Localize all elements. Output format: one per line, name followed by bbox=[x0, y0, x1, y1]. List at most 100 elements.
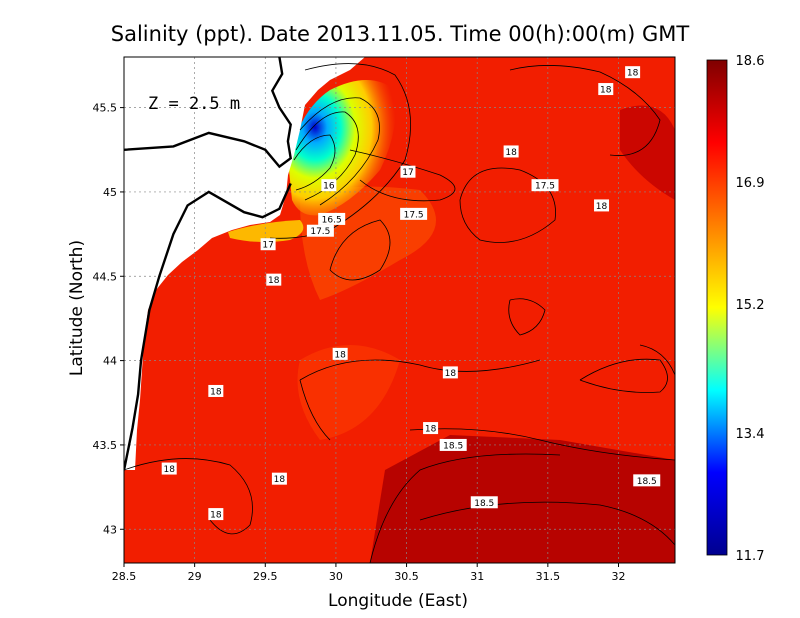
contour-line bbox=[369, 453, 561, 563]
colorbar-tick-label: 11.7 bbox=[736, 549, 765, 564]
coastal-plume bbox=[228, 220, 304, 243]
contour-line bbox=[349, 149, 456, 202]
x-axis-ticks: 28.5 29 29.5 30 30.5 31 31.5 32 bbox=[112, 563, 625, 583]
contour-label-text: 18 bbox=[274, 475, 286, 485]
contour-labels: 18 18 18 17.5 18 17 17.5 16 16.5 17.5 17 18 18 18 18 18… bbox=[161, 66, 661, 521]
contour-label: 18 bbox=[598, 83, 614, 96]
contour-label: 17.5 bbox=[400, 207, 428, 220]
contour-label-bg bbox=[306, 224, 334, 237]
contour-label-text: 18.5 bbox=[474, 499, 494, 509]
x-axis-label: Longitude (East) bbox=[328, 591, 468, 611]
colorbar-tick-label: 13.4 bbox=[736, 427, 765, 442]
contour-label-bg bbox=[321, 179, 337, 192]
colorbar-tick-label: 18.6 bbox=[736, 54, 765, 69]
x-tick-label: 30 bbox=[329, 570, 343, 583]
colorbar-tick-label: 15.2 bbox=[736, 298, 765, 313]
contour-label-bg bbox=[208, 508, 224, 521]
contour-label-bg bbox=[161, 462, 177, 475]
coastline-group bbox=[124, 57, 293, 471]
contour-label: 17.5 bbox=[306, 224, 334, 237]
contour-label-bg bbox=[598, 83, 614, 96]
contour-label: 18 bbox=[594, 199, 610, 212]
contour-label: 17.5 bbox=[531, 179, 559, 192]
contour-label-text: 18 bbox=[334, 350, 346, 360]
contour-label-bg bbox=[260, 238, 276, 251]
x-tick-label: 32 bbox=[611, 570, 625, 583]
contour-label-bg bbox=[439, 438, 467, 451]
contour-label-bg bbox=[271, 472, 287, 485]
chart-title: Salinity (ppt). Date 2013.11.05. Time 00… bbox=[111, 22, 690, 46]
contour-label: 17 bbox=[400, 165, 416, 178]
contour-label-bg bbox=[442, 366, 458, 379]
gridlines bbox=[124, 57, 675, 563]
contour-label: 18 bbox=[625, 66, 641, 79]
contour-label: 18.5 bbox=[470, 496, 498, 509]
contour-label-text: 18.5 bbox=[443, 441, 463, 451]
contour-line bbox=[299, 97, 380, 206]
contour-label-bg bbox=[503, 145, 519, 158]
contours bbox=[124, 63, 675, 563]
contour-label-bg bbox=[332, 347, 348, 360]
contour-line bbox=[299, 359, 541, 381]
contour-label-text: 18 bbox=[505, 148, 517, 158]
contour-label-text: 18 bbox=[425, 425, 437, 435]
x-tick-label: 31 bbox=[470, 570, 484, 583]
contour-label-bg bbox=[633, 474, 661, 487]
contour-label-text: 17.5 bbox=[535, 182, 555, 192]
y-tick-label: 43 bbox=[103, 523, 117, 536]
contour-label-text: 17 bbox=[402, 168, 413, 178]
contour-label: 18 bbox=[208, 508, 224, 521]
contour-label-text: 18 bbox=[600, 86, 612, 96]
contour-label-text: 18 bbox=[445, 369, 457, 379]
high-salinity-zone-ne bbox=[620, 105, 675, 200]
contour-label-bg bbox=[423, 422, 439, 435]
colorbar-ticks: 18.6 16.9 15.2 13.4 11.7 bbox=[736, 54, 765, 564]
contour-line bbox=[419, 501, 675, 546]
plot-frame bbox=[123, 56, 676, 564]
contour-label-bg bbox=[400, 165, 416, 178]
contour-label-text: 17.5 bbox=[310, 227, 330, 237]
contour-line bbox=[509, 65, 661, 156]
contour-label-text: 18.5 bbox=[637, 477, 657, 487]
y-tick-label: 44 bbox=[103, 355, 117, 368]
contour-label-text: 18 bbox=[268, 276, 280, 286]
contour-label-bg bbox=[266, 273, 282, 286]
contour-line bbox=[293, 134, 336, 191]
y-tick-label: 44.5 bbox=[93, 270, 118, 283]
contour-label-text: 18 bbox=[596, 202, 608, 212]
y-tick-label: 45 bbox=[103, 186, 117, 199]
contour-label-text: 16 bbox=[323, 182, 335, 192]
contour-label: 18.5 bbox=[439, 438, 467, 451]
contour-label: 16.5 bbox=[318, 212, 346, 225]
contour-line bbox=[299, 379, 331, 441]
y-axis-ticks: 43 43.5 44 44.5 45 45.5 bbox=[93, 102, 124, 536]
contour-label: 18 bbox=[266, 273, 282, 286]
contour-label-text: 16.5 bbox=[322, 215, 342, 225]
contour-label-bg bbox=[470, 496, 498, 509]
contour-label-text: 18 bbox=[210, 387, 222, 397]
contour-label: 18.5 bbox=[633, 474, 661, 487]
contour-label-text: 18 bbox=[210, 511, 222, 521]
contour-label: 18 bbox=[161, 462, 177, 475]
contour-label: 16 bbox=[321, 179, 337, 192]
contour-line bbox=[329, 219, 391, 281]
contour-label: 18 bbox=[503, 145, 519, 158]
depth-annotation: Z = 2.5 m bbox=[148, 94, 240, 114]
contour-label: 18 bbox=[332, 347, 348, 360]
contour-label-bg bbox=[318, 212, 346, 225]
x-tick-label: 29 bbox=[188, 570, 202, 583]
land-mask bbox=[124, 57, 365, 470]
colorbar-tick-label: 16.9 bbox=[736, 176, 765, 191]
contour-label-bg bbox=[594, 199, 610, 212]
contour-line bbox=[639, 344, 675, 376]
contour-label-bg bbox=[208, 384, 224, 397]
x-tick-label: 31.5 bbox=[536, 570, 561, 583]
coastline bbox=[124, 183, 292, 471]
contour-label-bg bbox=[400, 207, 428, 220]
contour-label-text: 18 bbox=[627, 69, 639, 79]
contour-label: 18 bbox=[271, 472, 287, 485]
contour-label-bg bbox=[625, 66, 641, 79]
contour-line bbox=[508, 298, 546, 336]
contour-label: 18 bbox=[442, 366, 458, 379]
